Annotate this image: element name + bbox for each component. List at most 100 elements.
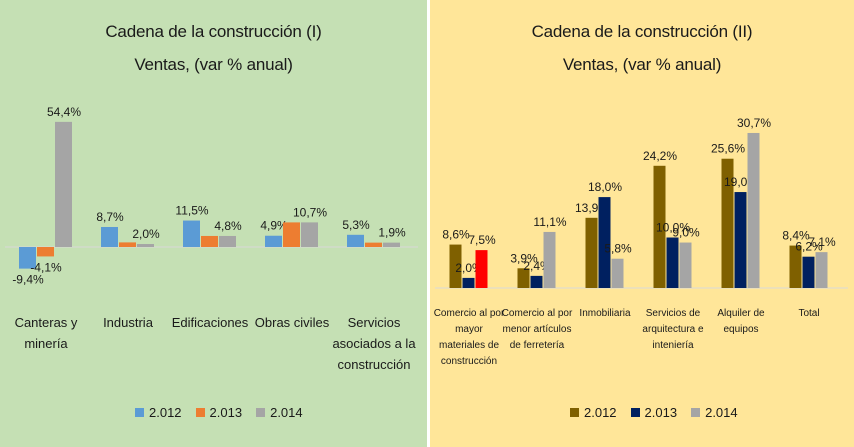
bar bbox=[653, 165, 666, 288]
bar bbox=[265, 235, 282, 247]
data-label: -4,1% bbox=[30, 260, 62, 274]
data-label: 5,3% bbox=[342, 218, 370, 232]
category-label: arquitectura e bbox=[642, 324, 704, 335]
legend-item: 2.014 bbox=[256, 405, 303, 420]
data-label: 4,9% bbox=[260, 219, 288, 233]
data-label: 3,9% bbox=[510, 251, 538, 265]
category-label: construcción bbox=[338, 357, 411, 372]
data-label: 2,0% bbox=[132, 227, 160, 241]
category-label: minería bbox=[24, 336, 68, 351]
chart-right: 8,6%2,0%7,5%Comercio al pormayormaterial… bbox=[434, 116, 848, 367]
bar bbox=[679, 242, 692, 288]
category-label: Edificaciones bbox=[172, 315, 249, 330]
bar bbox=[449, 244, 462, 288]
bar bbox=[137, 244, 154, 247]
data-label: 9,0% bbox=[672, 226, 700, 240]
data-label: 8,4% bbox=[782, 229, 810, 243]
legend-label: 2.013 bbox=[644, 405, 678, 420]
legend-swatch bbox=[135, 408, 144, 417]
bar bbox=[734, 192, 747, 288]
legend-label: 2.014 bbox=[705, 405, 738, 420]
category-label: equipos bbox=[723, 324, 758, 335]
category-label: materiales de bbox=[439, 340, 499, 351]
category-label: Alquiler de bbox=[717, 308, 765, 319]
bar bbox=[101, 226, 118, 247]
legend-label: 2.012 bbox=[584, 405, 617, 420]
bar bbox=[383, 242, 400, 247]
legend-item: 2.012 bbox=[570, 405, 617, 420]
category-label: construcción bbox=[441, 356, 497, 367]
data-label: 11,1% bbox=[533, 215, 566, 229]
data-label: 10,0% bbox=[656, 221, 690, 235]
bar bbox=[475, 250, 488, 288]
legend-item: 2.012 bbox=[135, 405, 182, 420]
data-label: 11,5% bbox=[175, 204, 208, 218]
chart-title: Cadena de la construcción (II) bbox=[531, 22, 753, 41]
bar bbox=[283, 222, 300, 247]
legend-swatch bbox=[691, 408, 701, 417]
bar bbox=[462, 277, 475, 288]
data-label: 54,4% bbox=[47, 105, 81, 119]
data-label: 4,8% bbox=[214, 219, 242, 233]
bar bbox=[347, 234, 364, 247]
bar bbox=[219, 235, 236, 247]
category-label: Obras civiles bbox=[255, 315, 330, 330]
category-label: Canteras y bbox=[15, 315, 78, 330]
data-label: 25,6% bbox=[711, 142, 745, 156]
data-label: 7,1% bbox=[808, 235, 836, 249]
bar bbox=[517, 268, 530, 288]
category-label: inteniería bbox=[652, 340, 694, 351]
bar bbox=[301, 222, 318, 247]
chart-panel-right: Cadena de la construcción (II) Ventas, (… bbox=[430, 0, 854, 447]
bar bbox=[55, 121, 72, 247]
category-label: Comercio al por bbox=[434, 308, 505, 319]
legend-swatch bbox=[256, 408, 266, 417]
data-label: 1,9% bbox=[378, 226, 406, 240]
legend-swatch bbox=[195, 408, 205, 417]
category-label: Servicios bbox=[348, 315, 401, 330]
category-label: Comercio al por bbox=[502, 308, 573, 319]
chart-subtitle: Ventas, (var % anual) bbox=[134, 55, 293, 74]
bar bbox=[183, 220, 200, 247]
data-label: 30,7% bbox=[737, 116, 771, 130]
bar bbox=[721, 158, 734, 288]
bar bbox=[611, 258, 624, 288]
bar bbox=[747, 132, 760, 288]
data-label: 8,6% bbox=[442, 228, 470, 242]
bar bbox=[789, 245, 802, 288]
category-label: Servicios de bbox=[646, 308, 701, 319]
legend-label: 2.012 bbox=[149, 405, 182, 420]
bar bbox=[598, 197, 611, 288]
bar bbox=[802, 256, 815, 288]
chart-title: Cadena de la construcción (I) bbox=[105, 22, 322, 41]
category-label: Inmobiliaria bbox=[579, 308, 631, 319]
legend-swatch bbox=[570, 408, 579, 417]
bar bbox=[585, 217, 598, 288]
data-label: 5,8% bbox=[604, 242, 632, 256]
legend-item: 2.013 bbox=[195, 405, 243, 420]
category-label: de ferretería bbox=[510, 340, 565, 351]
bar bbox=[815, 252, 828, 288]
bar bbox=[37, 247, 54, 257]
chart-left: -9,4%-4,1% 54,4% Canteras y minería 8,7% 2,0%… bbox=[5, 105, 418, 372]
chart-legend: 2.012 2.013 2.014 bbox=[135, 405, 303, 420]
data-label: 10,7% bbox=[293, 205, 327, 219]
category-label: mayor bbox=[455, 324, 483, 335]
legend-label: 2.013 bbox=[209, 405, 243, 420]
bar bbox=[530, 275, 543, 288]
legend-label: 2.014 bbox=[270, 405, 303, 420]
bar bbox=[19, 247, 36, 269]
data-label: 18,0% bbox=[588, 180, 622, 194]
data-label: 24,2% bbox=[643, 149, 677, 163]
category-label: Total bbox=[798, 308, 819, 319]
bar bbox=[201, 235, 218, 247]
bar bbox=[119, 242, 136, 247]
legend-swatch bbox=[630, 408, 640, 417]
bar bbox=[365, 242, 382, 247]
legend-item: 2.013 bbox=[630, 405, 678, 420]
category-label: asociados a la bbox=[332, 336, 416, 351]
category-label: Industria bbox=[103, 315, 154, 330]
data-label: 7,5% bbox=[468, 233, 496, 247]
chart-legend: 2.012 2.013 2.014 bbox=[570, 405, 738, 420]
chart-subtitle: Ventas, (var % anual) bbox=[562, 55, 722, 74]
